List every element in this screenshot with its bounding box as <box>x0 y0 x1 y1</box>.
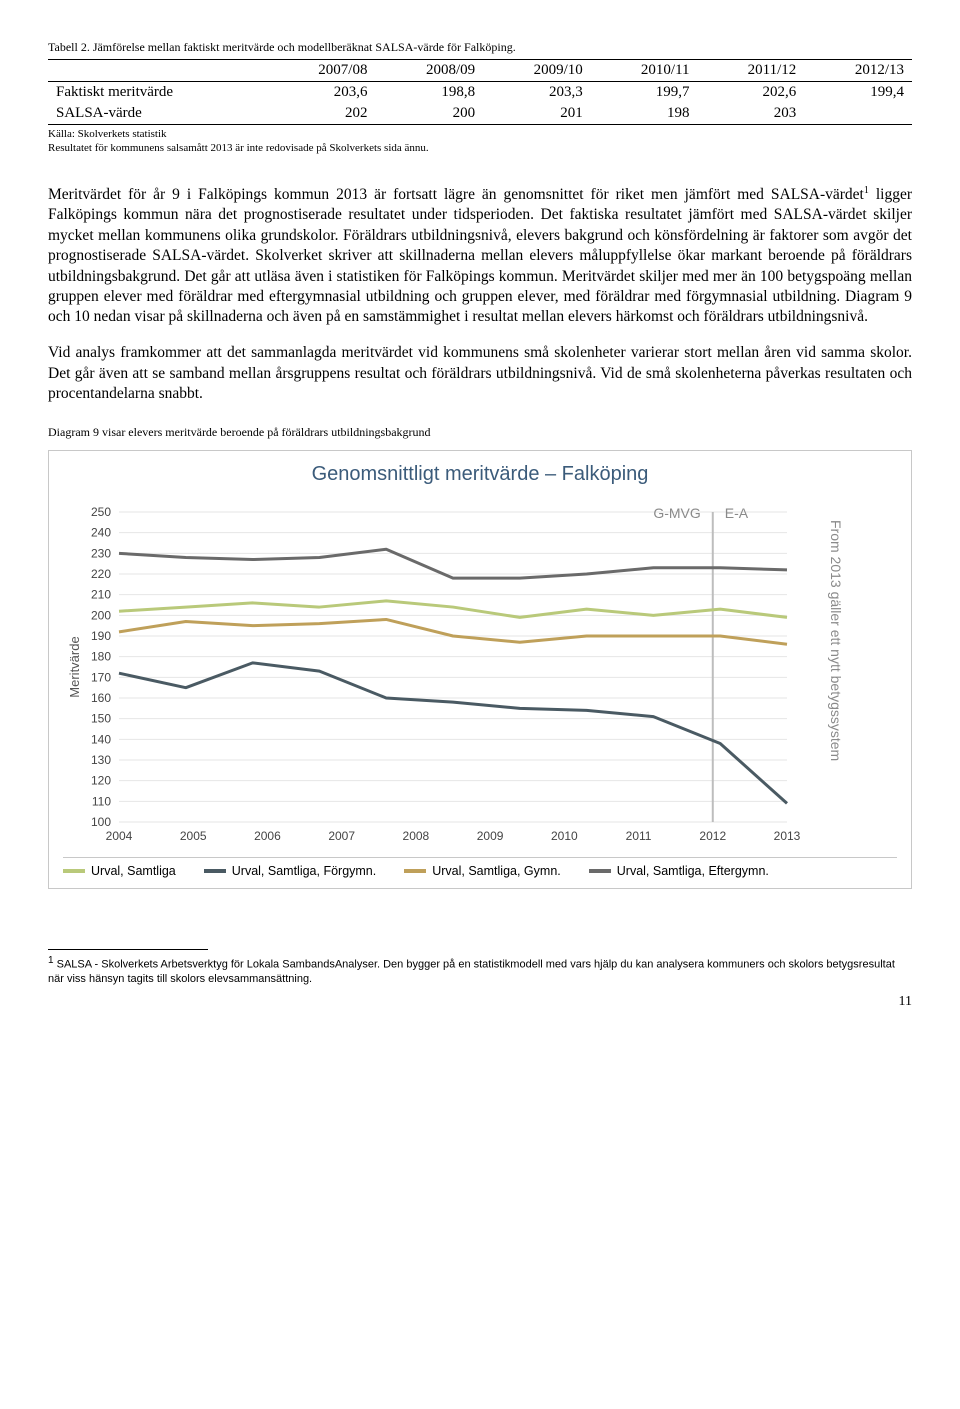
svg-text:2013: 2013 <box>774 829 801 843</box>
svg-text:170: 170 <box>91 670 111 684</box>
table-cell: 198,8 <box>375 82 483 104</box>
page-number: 11 <box>48 994 912 1010</box>
table-cell: Faktiskt meritvärde <box>48 82 268 104</box>
legend-swatch <box>404 869 426 873</box>
table-cell: 199,7 <box>591 82 698 104</box>
legend-label: Urval, Samtliga, Eftergymn. <box>617 864 769 878</box>
merit-line-chart: 100 110 120 130 140 150 160 170 180 190 200 210 220 2… <box>63 492 843 852</box>
table-caption: Tabell 2. Jämförelse mellan faktiskt mer… <box>48 40 912 55</box>
table-header <box>48 60 268 82</box>
svg-text:160: 160 <box>91 691 111 705</box>
svg-text:140: 140 <box>91 732 111 746</box>
legend-swatch <box>63 869 85 873</box>
table-cell: 203,6 <box>268 82 376 104</box>
legend-item: Urval, Samtliga <box>63 864 176 878</box>
legend-swatch <box>589 869 611 873</box>
svg-text:150: 150 <box>91 711 111 725</box>
table-row: Faktiskt meritvärde203,6198,8203,3199,72… <box>48 82 912 104</box>
svg-text:2010: 2010 <box>551 829 578 843</box>
chart-legend: Urval, Samtliga Urval, Samtliga, Förgymn.… <box>63 857 897 878</box>
legend-label: Urval, Samtliga, Gymn. <box>432 864 561 878</box>
table-cell: 202,6 <box>698 82 805 104</box>
table-header: 2007/08 <box>268 60 376 82</box>
svg-text:200: 200 <box>91 608 111 622</box>
svg-text:2007: 2007 <box>328 829 355 843</box>
chart-title: Genomsnittligt meritvärde – Falköping <box>63 463 897 486</box>
table-row: SALSA-värde202200201198203 <box>48 103 912 125</box>
svg-text:220: 220 <box>91 567 111 581</box>
table-header: 2009/10 <box>483 60 591 82</box>
source-line-1: Källa: Skolverkets statistik <box>48 128 167 140</box>
svg-text:2004: 2004 <box>106 829 133 843</box>
svg-text:2006: 2006 <box>254 829 281 843</box>
chart-container: Genomsnittligt meritvärde – Falköping 10… <box>48 450 912 889</box>
footnote: 1 SALSA - Skolverkets Arbetsverktyg för … <box>48 949 912 986</box>
svg-text:G-MVG: G-MVG <box>653 505 700 521</box>
table-cell: 199,4 <box>804 82 912 104</box>
svg-text:250: 250 <box>91 505 111 519</box>
table-cell: 202 <box>268 103 376 125</box>
table-cell <box>804 103 912 125</box>
svg-text:190: 190 <box>91 629 111 643</box>
para1-cont: ligger Falköpings kommun nära det progno… <box>48 186 912 326</box>
para1-text: Meritvärdet för år 9 i Falköpings kommun… <box>48 186 864 203</box>
body-paragraph-1: Meritvärdet för år 9 i Falköpings kommun… <box>48 184 912 328</box>
footnote-marker: 1 <box>48 955 54 966</box>
comparison-table: 2007/082008/092009/102010/112011/122012/… <box>48 59 912 125</box>
svg-text:2005: 2005 <box>180 829 207 843</box>
table-cell: SALSA-värde <box>48 103 268 125</box>
svg-text:2009: 2009 <box>477 829 504 843</box>
svg-text:210: 210 <box>91 587 111 601</box>
svg-text:240: 240 <box>91 525 111 539</box>
table-header: 2010/11 <box>591 60 698 82</box>
svg-text:2008: 2008 <box>403 829 430 843</box>
legend-label: Urval, Samtliga, Förgymn. <box>232 864 376 878</box>
body-paragraph-2: Vid analys framkommer att det sammanlagd… <box>48 343 912 404</box>
legend-item: Urval, Samtliga, Förgymn. <box>204 864 376 878</box>
table-cell: 198 <box>591 103 698 125</box>
source-line-2: Resultatet för kommunens salsamått 2013 … <box>48 142 429 154</box>
table-cell: 200 <box>375 103 483 125</box>
svg-text:230: 230 <box>91 546 111 560</box>
svg-text:100: 100 <box>91 815 111 829</box>
table-header: 2011/12 <box>698 60 805 82</box>
table-cell: 201 <box>483 103 591 125</box>
table-cell: 203,3 <box>483 82 591 104</box>
source-note: Källa: Skolverkets statistik Resultatet … <box>48 127 912 156</box>
table-header: 2008/09 <box>375 60 483 82</box>
svg-text:180: 180 <box>91 649 111 663</box>
svg-text:2011: 2011 <box>626 829 652 843</box>
svg-text:110: 110 <box>92 794 111 808</box>
legend-item: Urval, Samtliga, Gymn. <box>404 864 561 878</box>
svg-text:From 2013 gäller ett nytt bety: From 2013 gäller ett nytt betygssystem <box>828 520 843 761</box>
legend-swatch <box>204 869 226 873</box>
svg-text:Meritvärde: Meritvärde <box>67 636 82 697</box>
svg-text:130: 130 <box>91 753 111 767</box>
footnote-text: SALSA - Skolverkets Arbetsverktyg för Lo… <box>48 958 895 984</box>
legend-item: Urval, Samtliga, Eftergymn. <box>589 864 769 878</box>
svg-text:2012: 2012 <box>699 829 726 843</box>
svg-text:120: 120 <box>91 773 111 787</box>
diagram-caption: Diagram 9 visar elevers meritvärde beroe… <box>48 425 912 440</box>
svg-text:E-A: E-A <box>725 505 749 521</box>
table-header: 2012/13 <box>804 60 912 82</box>
legend-label: Urval, Samtliga <box>91 864 176 878</box>
table-cell: 203 <box>698 103 805 125</box>
